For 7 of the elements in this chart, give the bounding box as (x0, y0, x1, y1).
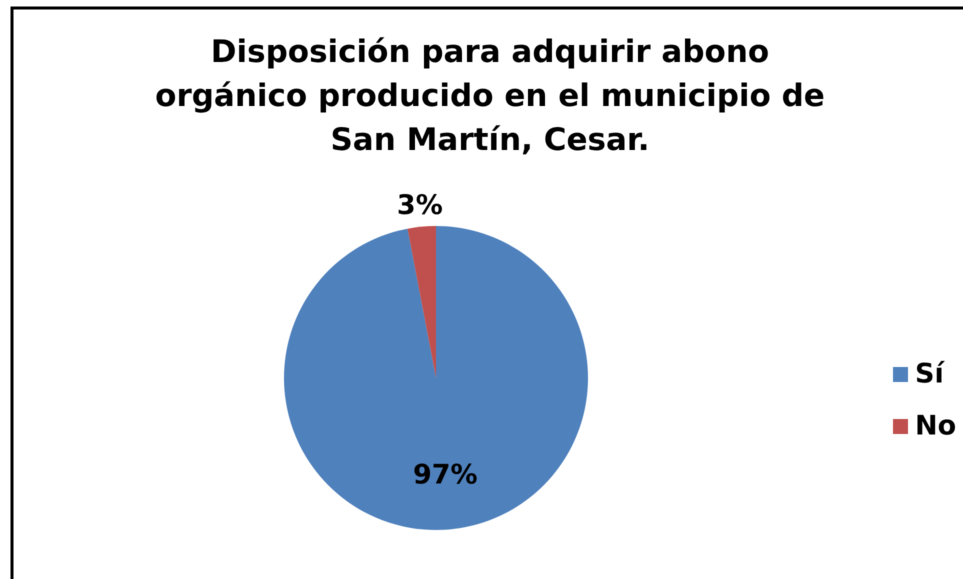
legend-label: Sí (915, 358, 946, 390)
data-label: 3% (396, 190, 443, 222)
legend-label: No (915, 410, 956, 442)
pie-slice (408, 226, 436, 378)
data-label: 97% (412, 460, 478, 491)
chart-title: Disposición para adquirir abono orgánico producido en el municipio de San Martín, Cesar. (155, 34, 825, 158)
pie-slice (284, 226, 588, 530)
